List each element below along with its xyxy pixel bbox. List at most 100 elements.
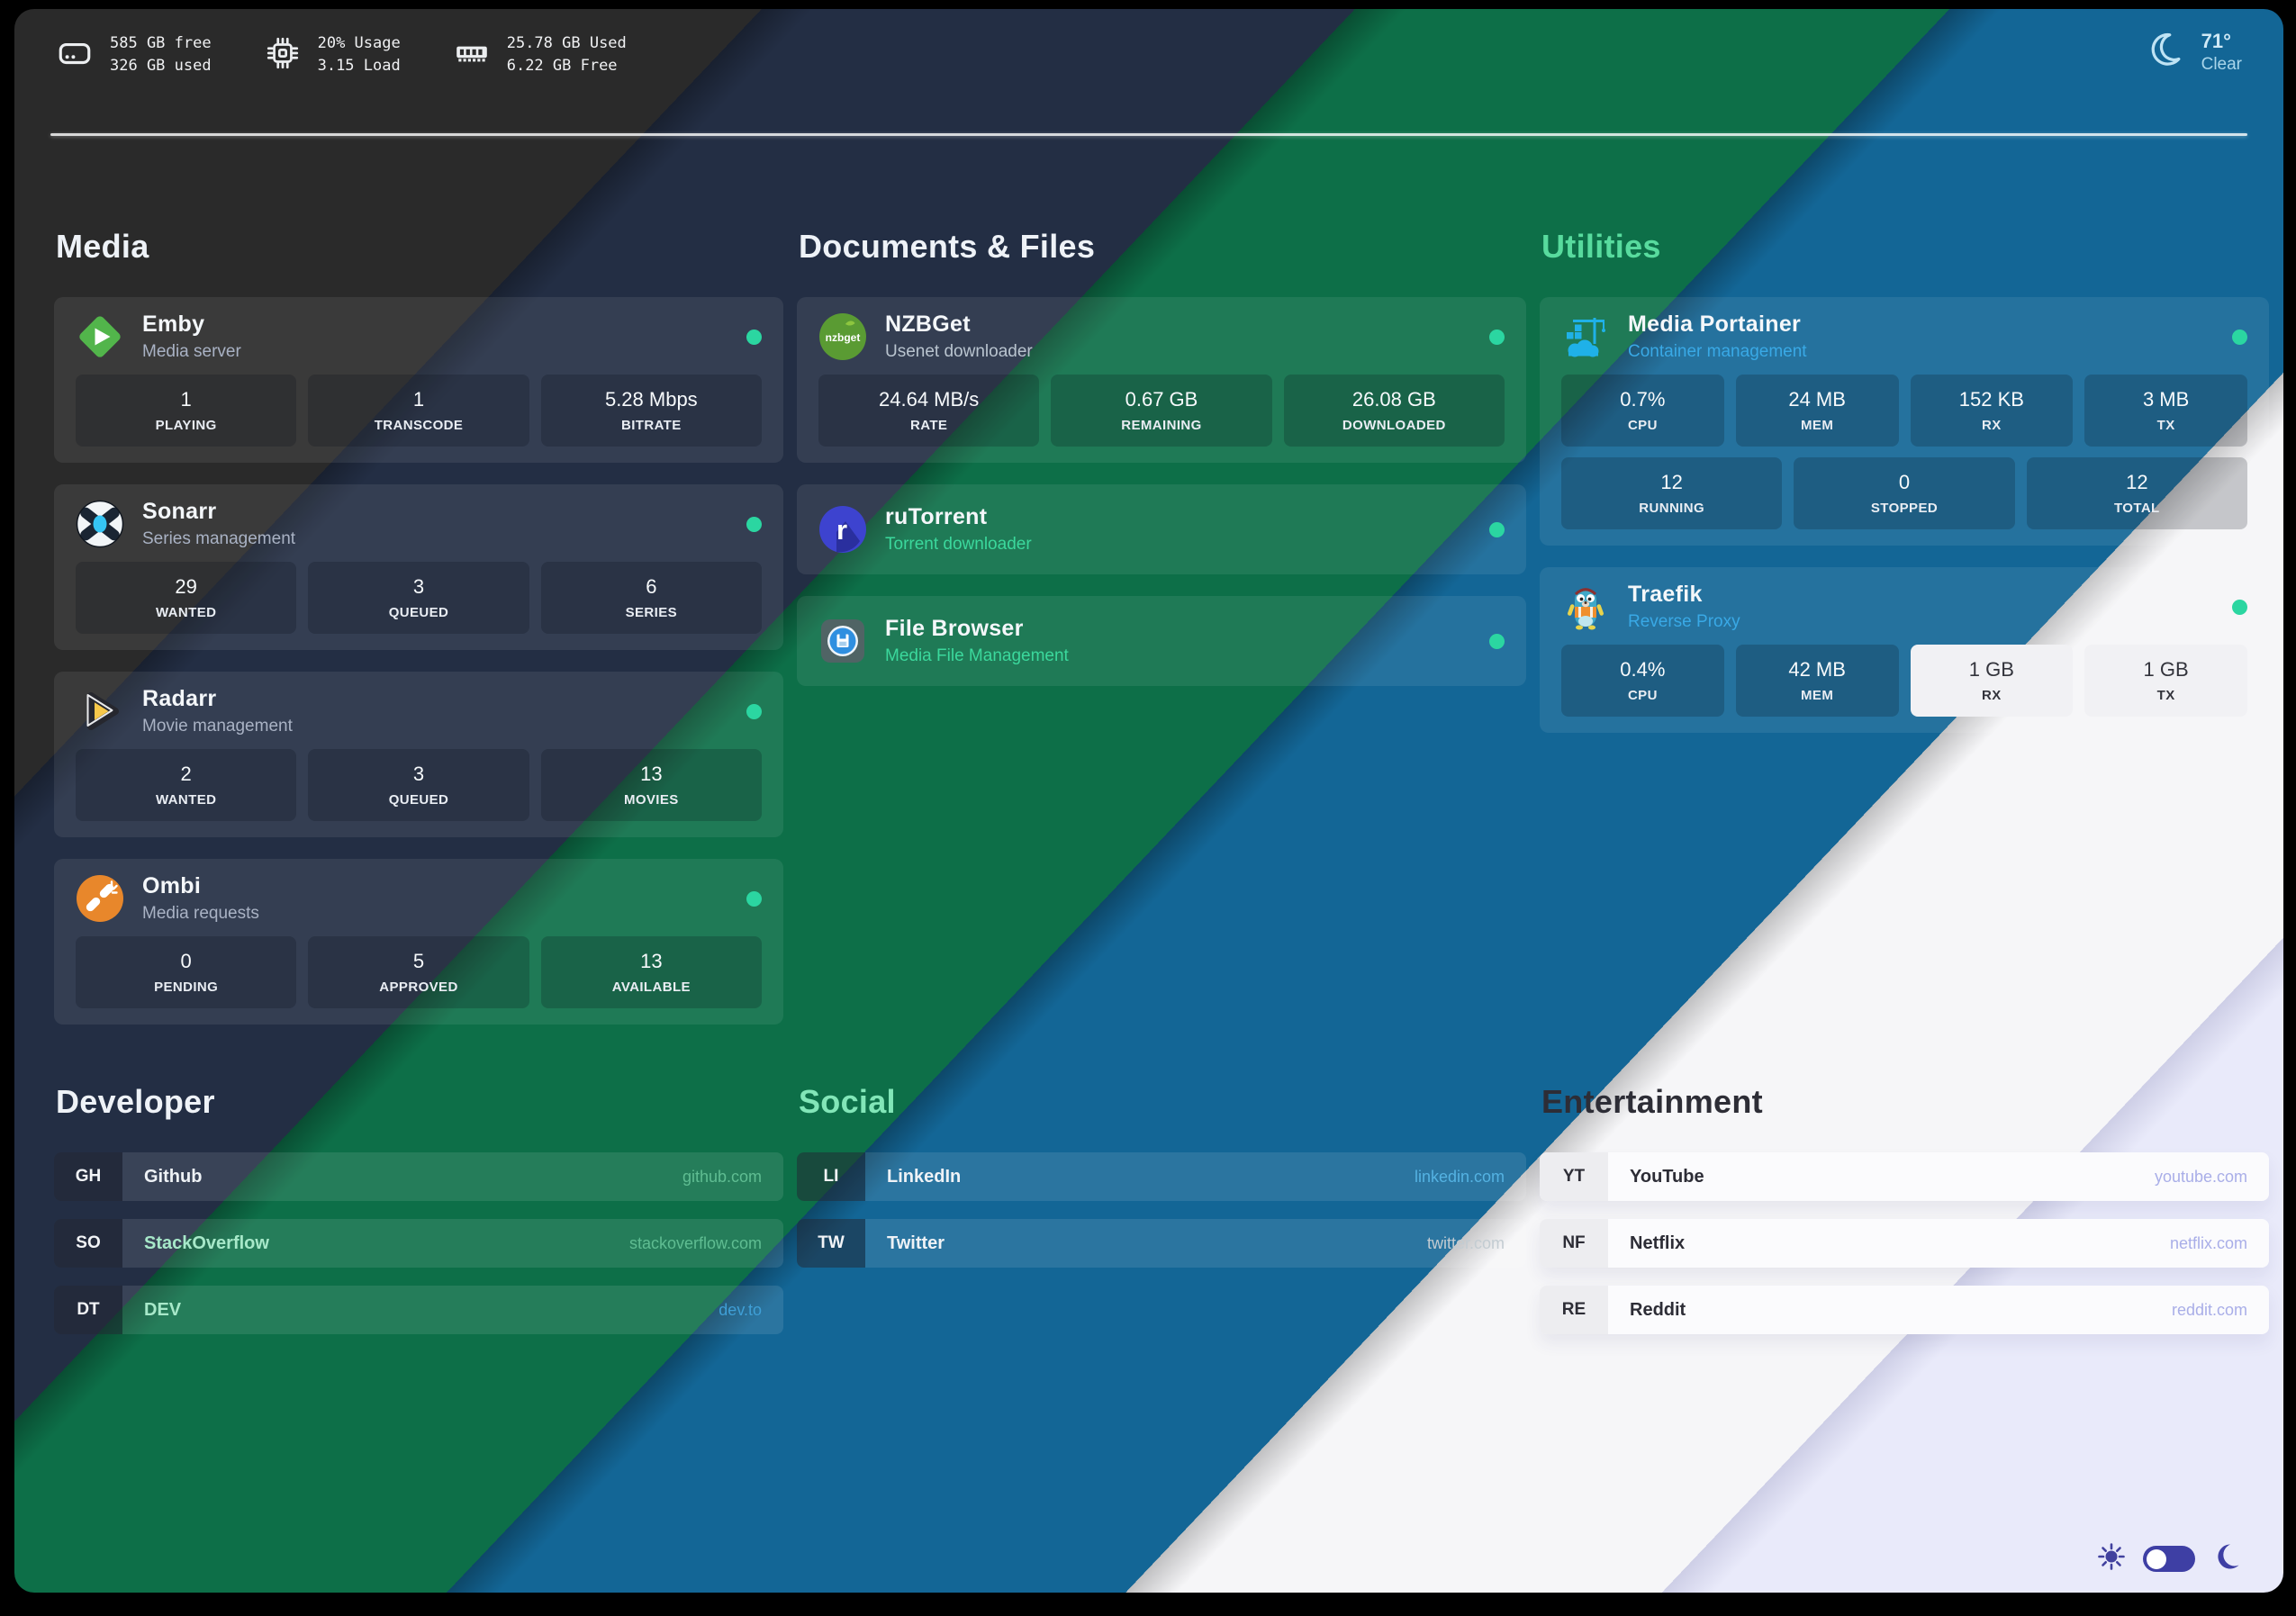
app-title: NZBGet xyxy=(885,311,971,337)
stat-queued: 3 QUEUED xyxy=(308,749,529,821)
stat-pending: 0 PENDING xyxy=(76,936,297,1008)
stat-value: 0.67 GB xyxy=(1125,388,1198,411)
sun-icon[interactable] xyxy=(2096,1541,2127,1576)
stat-label: AVAILABLE xyxy=(611,980,691,995)
stat-value: 42 MB xyxy=(1788,658,1846,681)
app-subtitle: Media server xyxy=(142,342,241,361)
stat-rx: 152 KB RX xyxy=(1910,375,2074,447)
link-stackoverflow[interactable]: SO StackOverflow stackoverflow.com xyxy=(54,1219,783,1268)
nzbget-icon: nzbget xyxy=(818,312,867,361)
status-dot xyxy=(746,516,762,532)
theme-switch[interactable] xyxy=(2143,1546,2195,1572)
svg-text:nzbget: nzbget xyxy=(826,331,861,344)
radarr-icon xyxy=(76,687,124,736)
link-url: reddit.com xyxy=(2171,1300,2247,1319)
stat-value: 13 xyxy=(640,950,663,972)
rutorrent-icon: r xyxy=(818,505,867,554)
link-tag: GH xyxy=(54,1152,122,1201)
section-utilities: Utilities Media Portainer Container mana… xyxy=(1540,227,2269,1046)
cpu-load: 3.15 Load xyxy=(317,57,401,75)
status-dot xyxy=(746,329,762,345)
link-name: Twitter xyxy=(887,1232,945,1253)
stat-label: PLAYING xyxy=(155,418,217,433)
app-subtitle: Media File Management xyxy=(885,646,1069,665)
link-tag: YT xyxy=(1540,1152,1608,1201)
stat-value: 29 xyxy=(175,575,197,598)
stat-value: 152 KB xyxy=(1958,388,2024,411)
link-url: linkedin.com xyxy=(1414,1167,1505,1186)
link-tag: RE xyxy=(1540,1286,1608,1334)
app-title: Emby xyxy=(142,311,205,337)
app-title: ruTorrent xyxy=(885,504,988,529)
stat-mem: 42 MB MEM xyxy=(1735,645,1899,717)
app-title: Media Portainer xyxy=(1628,311,1802,337)
app-title: Sonarr xyxy=(142,499,217,524)
stat-value: 3 xyxy=(412,763,425,785)
stat-bitrate: 5.28 Mbps BITRATE xyxy=(540,375,762,447)
link-youtube[interactable]: YT YouTube youtube.com xyxy=(1540,1152,2269,1201)
app-title: File Browser xyxy=(885,616,1024,641)
filebrowser-icon xyxy=(818,617,867,665)
app-card-sonarr[interactable]: Sonarr Series management 29 WANTED 3 QUE… xyxy=(54,484,783,650)
link-url: twitter.com xyxy=(1426,1233,1505,1252)
moon-weather-icon xyxy=(2144,29,2185,75)
status-dot xyxy=(746,890,762,907)
app-card-radarr[interactable]: Radarr Movie management 2 WANTED 3 QUEUE… xyxy=(54,672,783,837)
stat-cpu: 0.4% CPU xyxy=(1561,645,1724,717)
link-twitter[interactable]: TW Twitter twitter.com xyxy=(797,1219,1526,1268)
stat-value: 26.08 GB xyxy=(1351,388,1436,411)
stat-label: TX xyxy=(2156,688,2175,703)
disk-used: 326 GB used xyxy=(110,57,212,75)
link-tag: NF xyxy=(1540,1219,1608,1268)
stat-value: 12 xyxy=(1660,471,1683,493)
app-subtitle: Movie management xyxy=(142,717,293,736)
stat-value: 24 MB xyxy=(1788,388,1846,411)
stat-label: MEM xyxy=(1801,418,1834,433)
section-heading: Utilities xyxy=(1541,228,1661,265)
section-heading: Developer xyxy=(56,1083,215,1120)
link-github[interactable]: GH Github github.com xyxy=(54,1152,783,1201)
app-card-rutorrent[interactable]: r ruTorrent Torrent downloader xyxy=(797,484,1526,574)
cpu-usage: 20% Usage xyxy=(317,34,401,52)
section-heading: Media xyxy=(56,228,149,265)
app-subtitle: Reverse Proxy xyxy=(1628,612,1740,631)
link-name: Github xyxy=(144,1166,203,1187)
status-dot xyxy=(1489,633,1505,649)
stat-running: 12 RUNNING xyxy=(1561,457,1783,529)
portainer-icon xyxy=(1561,312,1610,361)
stat-label: APPROVED xyxy=(379,980,458,995)
link-linkedin[interactable]: LI LinkedIn linkedin.com xyxy=(797,1152,1526,1201)
section-entertainment: Entertainment YT YouTube youtube.com NF … xyxy=(1540,1082,2269,1352)
stat-value: 3 MB xyxy=(2142,388,2190,411)
stat-value: 0.7% xyxy=(1620,388,1666,411)
stat-label: CPU xyxy=(1627,688,1658,703)
stat-tx: 1 GB TX xyxy=(2084,645,2247,717)
app-card-nzbget[interactable]: nzbget NZBGet Usenet downloader 24.64 MB… xyxy=(797,297,1526,463)
stat-wanted: 2 WANTED xyxy=(76,749,297,821)
link-url: stackoverflow.com xyxy=(628,1233,762,1252)
link-url: dev.to xyxy=(719,1300,762,1319)
theme-toggle xyxy=(2096,1541,2242,1576)
stat-label: MEM xyxy=(1801,688,1834,703)
app-card-emby[interactable]: Emby Media server 1 PLAYING 1 TRANSCODE xyxy=(54,297,783,463)
moon-icon[interactable] xyxy=(2211,1541,2242,1576)
app-card-ombi[interactable]: Ombi Media requests 0 PENDING 5 APPROVED xyxy=(54,859,783,1025)
app-subtitle: Media requests xyxy=(142,904,259,923)
link-dev[interactable]: DT DEV dev.to xyxy=(54,1286,783,1334)
app-subtitle: Torrent downloader xyxy=(885,535,1032,554)
stat-value: 1 xyxy=(180,388,192,411)
link-tag: TW xyxy=(797,1219,865,1268)
link-reddit[interactable]: RE Reddit reddit.com xyxy=(1540,1286,2269,1334)
cpu-icon xyxy=(264,34,302,77)
stat-label: QUEUED xyxy=(388,792,449,808)
app-card-portainer[interactable]: Media Portainer Container management 0.7… xyxy=(1540,297,2269,546)
emby-icon xyxy=(76,312,124,361)
link-url: youtube.com xyxy=(2154,1167,2247,1186)
stat-rate: 24.64 MB/s RATE xyxy=(818,375,1040,447)
system-stats-bar: 585 GB free 326 GB used 20% Usage 3.15 L… xyxy=(56,32,627,77)
link-netflix[interactable]: NF Netflix netflix.com xyxy=(1540,1219,2269,1268)
app-card-filebrowser[interactable]: File Browser Media File Management xyxy=(797,596,1526,686)
weather-widget: 71° Clear xyxy=(2144,29,2242,75)
stat-transcode: 1 TRANSCODE xyxy=(308,375,529,447)
app-card-traefik[interactable]: Traefik Reverse Proxy 0.4% CPU 42 MB MEM xyxy=(1540,567,2269,733)
